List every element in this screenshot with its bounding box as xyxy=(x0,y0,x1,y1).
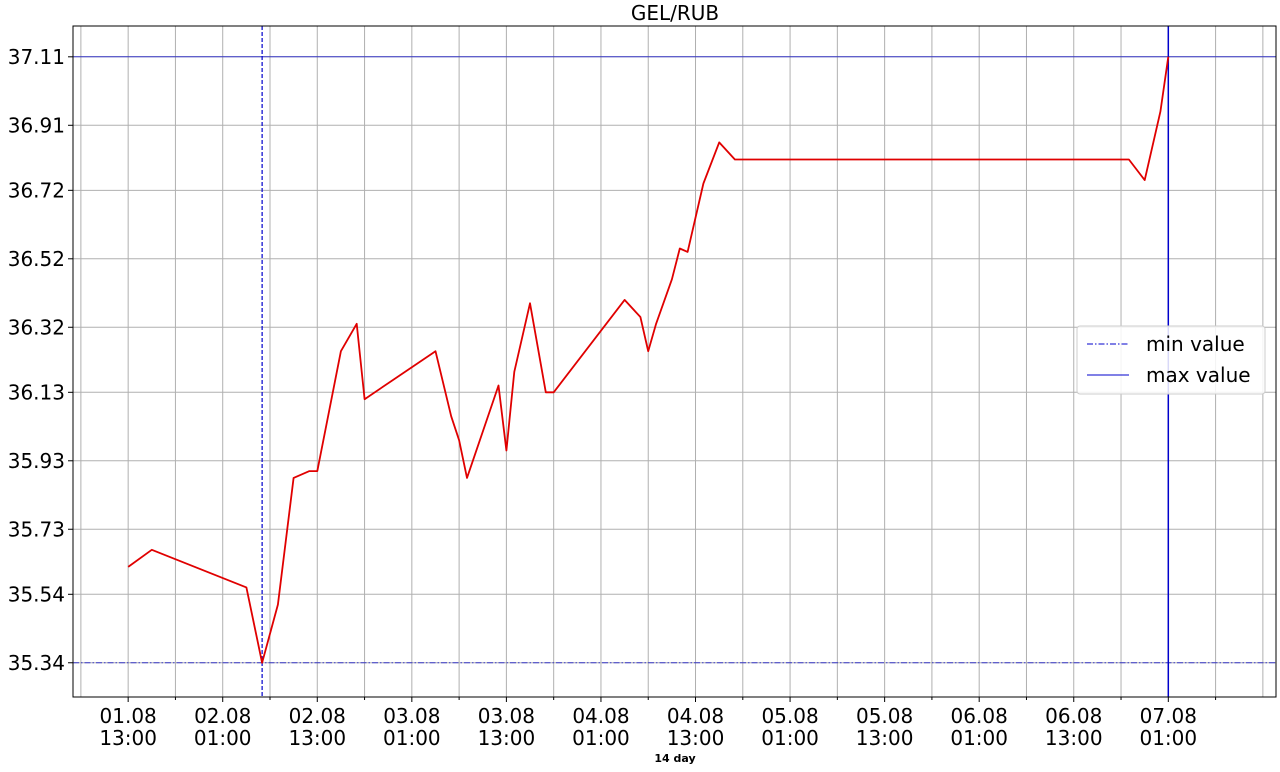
legend-max-label: max value xyxy=(1146,363,1251,387)
data-point xyxy=(513,371,515,373)
x-tick-label-date: 02.08 xyxy=(289,704,346,728)
price-line xyxy=(127,56,1170,664)
y-tick-label: 35.73 xyxy=(8,517,65,541)
data-point xyxy=(1128,159,1130,161)
data-point xyxy=(647,350,649,352)
x-tick-label-date: 01.08 xyxy=(100,704,157,728)
x-tick-label-date: 05.08 xyxy=(856,704,913,728)
legend: min value max value xyxy=(1076,325,1266,395)
grid xyxy=(73,26,1276,697)
data-point xyxy=(545,391,547,393)
chart-title: GEL/RUB xyxy=(631,1,719,25)
x-tick-label-time: 13:00 xyxy=(667,726,725,750)
data-point xyxy=(1159,111,1161,113)
x-tick-label-date: 06.08 xyxy=(951,704,1008,728)
data-point xyxy=(553,391,555,393)
x-tick-label-time: 13:00 xyxy=(856,726,914,750)
data-point xyxy=(261,662,263,664)
data-point xyxy=(1167,56,1169,58)
data-point xyxy=(245,586,247,588)
data-point xyxy=(624,299,626,301)
data-point xyxy=(293,477,295,479)
data-point xyxy=(639,316,641,318)
data-point xyxy=(702,182,704,184)
x-tick-label-time: 01:00 xyxy=(572,726,630,750)
data-point xyxy=(498,384,500,386)
y-tick-label: 36.72 xyxy=(8,178,65,202)
x-tick-label-date: 04.08 xyxy=(667,704,724,728)
y-tick-label: 36.32 xyxy=(8,315,65,339)
x-axis: 01.0813:0002.0801:0002.0813:0003.0801:00… xyxy=(99,697,1217,750)
x-tick-label-date: 06.08 xyxy=(1045,704,1102,728)
data-point xyxy=(505,450,507,452)
data-point xyxy=(450,415,452,417)
data-point xyxy=(127,566,129,568)
data-point xyxy=(1144,179,1146,181)
data-point xyxy=(529,302,531,304)
x-tick-label-date: 03.08 xyxy=(478,704,535,728)
x-tick-label-time: 01:00 xyxy=(950,726,1008,750)
x-tick-label-time: 13:00 xyxy=(288,726,346,750)
x-tick-label-date: 03.08 xyxy=(383,704,440,728)
x-tick-label-time: 01:00 xyxy=(194,726,252,750)
y-tick-label: 35.34 xyxy=(8,651,65,675)
data-point xyxy=(316,470,318,472)
x-tick-label-date: 05.08 xyxy=(761,704,818,728)
legend-min-label: min value xyxy=(1146,332,1245,356)
data-point xyxy=(655,323,657,325)
x-tick-label-time: 01:00 xyxy=(1139,726,1197,750)
y-tick-label: 36.91 xyxy=(8,113,65,137)
x-tick-label-date: 07.08 xyxy=(1140,704,1197,728)
data-point xyxy=(734,159,736,161)
data-point xyxy=(308,470,310,472)
x-tick-label-date: 02.08 xyxy=(194,704,251,728)
data-point xyxy=(687,251,689,253)
y-tick-label: 36.52 xyxy=(8,247,65,271)
y-axis: 35.34 35.54 35.73 35.93 36.13 36.32 36.52 36.72… xyxy=(8,45,73,675)
x-tick-label-time: 01:00 xyxy=(383,726,441,750)
x-tick-label-time: 13:00 xyxy=(99,726,157,750)
data-point xyxy=(679,248,681,250)
data-point xyxy=(340,350,342,352)
x-tick-label-date: 04.08 xyxy=(572,704,629,728)
data-point xyxy=(458,439,460,441)
y-tick-label: 35.93 xyxy=(8,449,65,473)
x-tick-label-time: 13:00 xyxy=(1045,726,1103,750)
data-point xyxy=(434,350,436,352)
data-point xyxy=(151,549,153,551)
x-axis-label: 14 day xyxy=(654,752,695,765)
data-point xyxy=(718,141,720,143)
series-layer xyxy=(127,56,1170,664)
data-point xyxy=(671,278,673,280)
data-point xyxy=(466,477,468,479)
x-tick-label-time: 13:00 xyxy=(478,726,536,750)
data-point xyxy=(356,323,358,325)
y-tick-label: 35.54 xyxy=(8,582,65,606)
y-tick-label: 36.13 xyxy=(8,380,65,404)
y-tick-label: 37.11 xyxy=(8,45,65,69)
data-point xyxy=(364,398,366,400)
legend-frame xyxy=(1076,325,1266,395)
data-point xyxy=(277,604,279,606)
x-tick-label-time: 01:00 xyxy=(761,726,819,750)
plot-frame xyxy=(72,25,1277,698)
